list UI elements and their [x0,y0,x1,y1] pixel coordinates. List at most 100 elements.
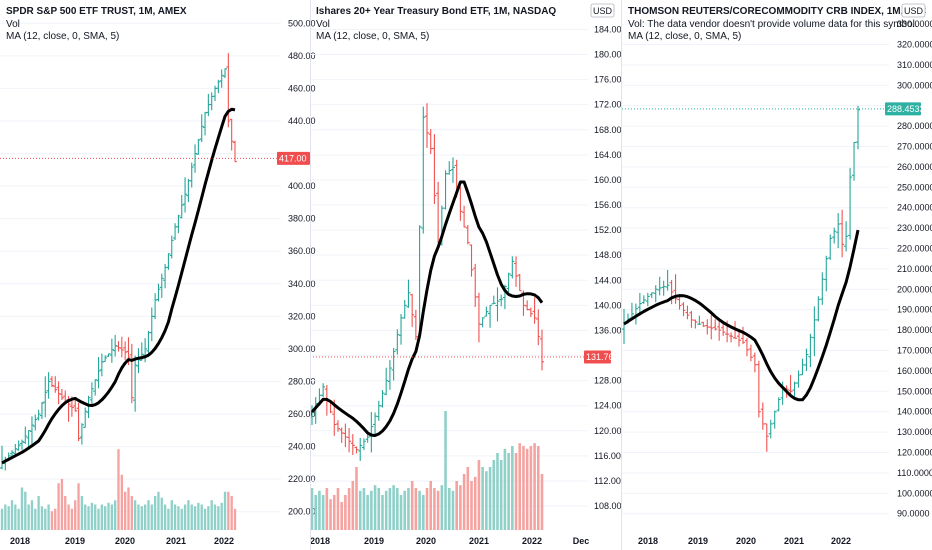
y-tick-label: 144.00 [594,275,622,285]
y-tick-label: 180.00 [594,49,622,59]
volume-bar [177,506,180,530]
volume-bar [488,467,492,530]
ohlc-bar [321,383,326,398]
volume-bar [522,446,525,530]
ohlc-bar [832,227,837,244]
volume-bar [60,479,64,530]
time-axis[interactable]: 2018 2019 2020 2021 2022 [10,536,234,546]
ohlc-bar [410,293,415,327]
ohlc-bar [495,287,500,322]
volume-bar [84,504,87,530]
ohlc-bar [36,409,41,421]
moving-average-line [623,229,860,402]
volume-bar [388,488,392,530]
volume-bar [514,453,518,530]
volume-bar [137,504,140,530]
time-axis[interactable]: 2018 2019 2020 2021 2022 Dec [310,536,589,546]
chart-header: SPDR S&P 500 ETF TRUST, 1M, AMEX Vol MA … [6,6,187,42]
ohlc-bar [469,244,474,277]
y-tick-label: 170.0000 [897,346,932,356]
volume-bar [74,500,77,530]
volume-bar [496,453,499,530]
ohlc-bar [796,370,801,388]
volume-bar [529,446,533,530]
ohlc-bar [33,414,38,431]
price-axis[interactable]: 330.0000 320.0000 310.0000 300.0000 280.0000… [897,19,932,519]
ohlc-bar [106,353,111,357]
volume-bar [104,506,107,530]
x-tick-label: 2022 [831,536,851,546]
volume-bar [117,449,120,530]
volume-bar [362,488,366,530]
chart-panel-crb[interactable]: THOMSON REUTERS/CORECOMMODITY CRB INDEX,… [622,3,932,546]
y-tick-label: 260.0000 [897,162,932,172]
ohlc-bar [637,292,642,315]
y-tick-label: 148.00 [594,250,622,260]
y-tick-label: 220.00 [288,474,316,484]
ohlc-bar [103,355,108,363]
last-price-tag: 131.76 [584,350,614,364]
time-axis[interactable]: 2018 2019 2020 2021 2022 [638,536,851,546]
y-tick-label: 120.0000 [897,448,932,458]
volume-bar [87,506,90,530]
y-tick-label: 120.00 [594,426,622,436]
volume-bar [451,490,455,530]
ohlc-bar [380,390,385,408]
volume-bar [340,502,343,530]
chart-title: THOMSON REUTERS/CORECOMMODITY CRB INDEX,… [628,6,926,17]
volume-bar [325,488,329,530]
volume-bar [410,481,414,530]
volume-bar [80,496,84,530]
y-tick-label: 136.00 [594,325,622,335]
currency-badge[interactable]: USD [590,3,615,18]
y-tick-label: 160.0000 [897,366,932,376]
ohlc-bar [748,344,753,362]
x-tick-label: 2018 [10,536,30,546]
ohlc-bars [622,105,860,452]
y-tick-label: 172.00 [594,100,622,110]
price-axis[interactable]: 500.00 480.00 460.00 440.00 400.00 380.00 360.… [288,18,316,516]
x-tick-label: 2021 [469,536,489,546]
volume-bar [180,508,183,530]
ohlc-bar [361,438,366,451]
currency-label: USD [904,6,924,16]
volume-bars [310,411,544,530]
volume-bar [107,502,110,530]
volume-bar [473,476,477,530]
ohlc-bar [756,360,761,418]
ohlc-bar [425,103,429,148]
volume-bar [392,485,395,530]
volume-bar [17,508,20,530]
chart-panel-tlt[interactable]: Ishares 20+ Year Treasury Bond ETF, 1M, … [310,3,622,546]
volume-bar [366,495,369,530]
volume-bar [187,500,190,530]
volume-bar [167,508,170,530]
chart-panel-spy[interactable]: SPDR S&P 500 ETF TRUST, 1M, AMEX Vol MA … [0,6,316,546]
ohlc-bar [19,439,24,450]
volume-bar [223,491,227,530]
ohlc-bar [313,397,318,424]
ohlc-bar [744,338,749,357]
last-price-label: 288.4533 [887,104,925,114]
ohlc-bar [46,372,51,399]
currency-badge[interactable]: USD [901,3,926,18]
volume-bar [399,495,403,530]
ohlc-bar [395,329,400,355]
volume-bar [54,508,57,530]
volume-bar [57,483,60,530]
ohlc-bar [506,272,511,292]
ohlc-bar [49,376,54,388]
ohlc-bar [669,279,674,305]
ohlc-bar [824,255,829,292]
volume-bar [481,467,484,530]
y-tick-label: 100.0000 [897,488,932,498]
x-tick-label: 2019 [364,536,384,546]
ohlc-bar [476,292,481,343]
price-axis[interactable]: 184.00 180.00 176.00 172.00 168.00 164.00 160.… [594,24,622,511]
y-tick-label: 260.00 [288,409,316,419]
ohlc-bar [133,355,138,412]
volume-bar [381,495,384,530]
volume-bar [197,502,200,530]
ohlc-bar [705,319,710,335]
y-tick-label: 200.0000 [897,284,932,294]
